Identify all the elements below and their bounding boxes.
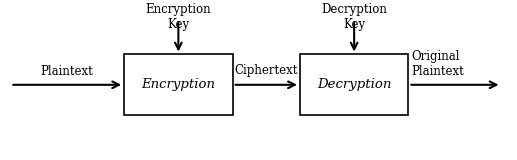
Bar [124,54,233,115]
Text: Encryption: Encryption [141,78,216,91]
Text: Decryption
Key: Decryption Key [321,3,387,31]
Text: Ciphertext: Ciphertext [235,64,298,77]
Bar [300,54,408,115]
Text: Plaintext: Plaintext [41,65,94,78]
Text: Original
Plaintext: Original Plaintext [411,50,464,78]
Text: Encryption
Key: Encryption Key [146,3,211,31]
Text: Decryption: Decryption [317,78,391,91]
